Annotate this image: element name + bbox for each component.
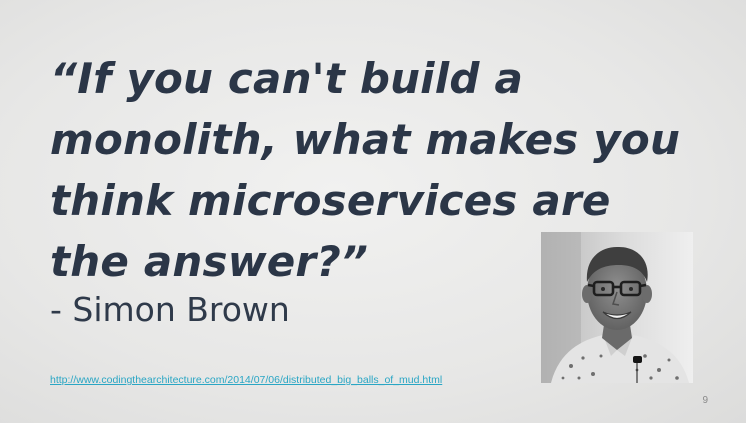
slide-page-number: 9 xyxy=(702,395,708,406)
quote-text: “If you can't build a monolith, what mak… xyxy=(50,48,710,292)
portrait-image xyxy=(541,232,693,383)
speaker-photo xyxy=(541,232,693,383)
quote-line: “If you can't build a xyxy=(50,54,524,103)
quote-line: the answer?” xyxy=(50,237,369,286)
source-link[interactable]: http://www.codingthearchitecture.com/201… xyxy=(50,374,443,386)
quote-line: think microservices are xyxy=(50,176,611,225)
quote-author: - Simon Brown xyxy=(50,290,290,329)
quote-line: monolith, what makes you xyxy=(50,115,681,164)
